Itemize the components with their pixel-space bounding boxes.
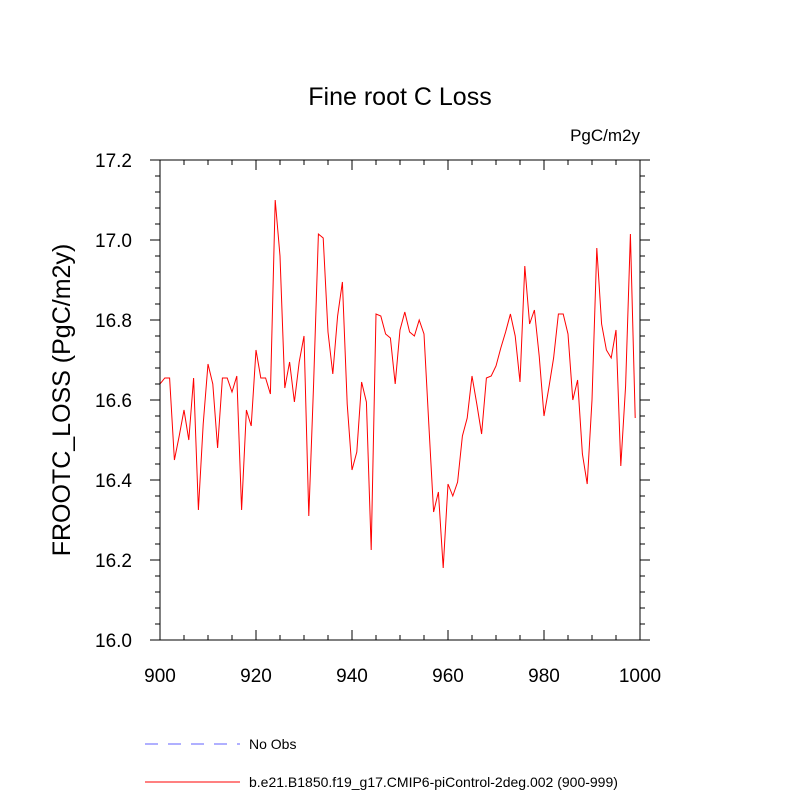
x-tick-label: 900 — [144, 666, 176, 687]
y-tick-label: 16.8 — [95, 311, 132, 332]
y-tick-label: 16.6 — [95, 391, 132, 412]
x-tick-label: 920 — [240, 666, 272, 687]
x-tick-label: 980 — [528, 666, 560, 687]
plot-frame — [159, 159, 641, 641]
legend: No Obs b.e21.B1850.f19_g17.CMIP6-piContr… — [145, 736, 618, 790]
x-tick-labels: 900 920 940 960 980 1000 — [144, 666, 661, 687]
y-tick-label: 17.0 — [95, 231, 132, 252]
x-tick-label: 940 — [336, 666, 368, 687]
y-tick-labels: 16.0 16.2 16.4 16.6 16.8 17.0 17.2 — [95, 151, 132, 652]
series-line — [159, 199, 636, 569]
x-tick-label: 1000 — [619, 666, 661, 687]
y-tick-label: 17.2 — [95, 151, 132, 172]
y-tick-label: 16.0 — [95, 631, 132, 652]
axis-ticks — [150, 159, 650, 641]
y-tick-label: 16.2 — [95, 551, 132, 572]
x-tick-label: 960 — [432, 666, 464, 687]
units-label: PgC/m2y — [570, 126, 640, 145]
legend-label-no-obs: No Obs — [249, 736, 296, 752]
legend-label-model: b.e21.B1850.f19_g17.CMIP6-piControl-2deg… — [249, 774, 618, 790]
y-axis-label: FROOTC_LOSS (PgC/m2y) — [48, 244, 76, 557]
y-tick-label: 16.4 — [95, 471, 132, 492]
chart-title: Fine root C Loss — [308, 83, 491, 111]
